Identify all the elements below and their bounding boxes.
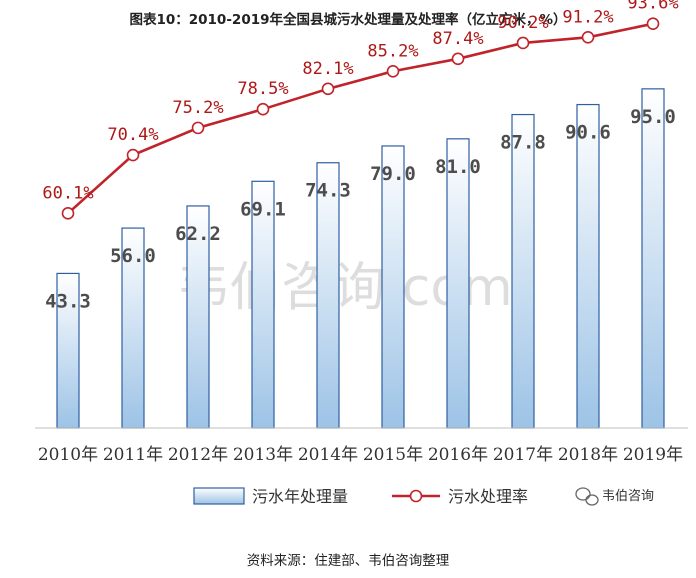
wechat-icon xyxy=(575,487,599,506)
rate-point xyxy=(61,207,75,220)
x-tick-label: 2010年 xyxy=(38,445,98,465)
x-axis-ticks: 2010年 2011年 2012年 2013年 2014年 2015年 2016年 2017年… xyxy=(38,445,683,465)
bar-value-label: 90.6 xyxy=(565,122,611,144)
rate-value-label: 78.5% xyxy=(237,79,288,99)
brand-logo: 韦伯咨询 xyxy=(575,487,654,506)
bar-2019年 xyxy=(641,88,665,429)
bar-series xyxy=(56,88,665,429)
rate-value-label: 91.2% xyxy=(562,7,613,27)
x-tick-label: 2017年 xyxy=(493,445,553,465)
bar-value-label: 56.0 xyxy=(110,245,156,267)
x-tick-label: 2015年 xyxy=(363,445,423,465)
rate-line xyxy=(67,22,654,215)
rate-point xyxy=(386,64,400,78)
brand-name: 韦伯咨询 xyxy=(602,489,654,504)
bar-2018年 xyxy=(576,103,600,429)
rate-point xyxy=(451,52,465,66)
bar-value-label: 87.8 xyxy=(500,132,546,154)
x-tick-label: 2013年 xyxy=(233,445,293,465)
line-labels: 60.1% 70.4% 75.2% 78.5% 82.1% 85.2% 87.4% 90.2%… xyxy=(42,0,678,203)
bar-value-label: 43.3 xyxy=(45,290,91,312)
rate-point xyxy=(126,148,140,162)
rate-point xyxy=(191,121,205,135)
bar-value-label: 81.0 xyxy=(435,156,481,178)
rate-value-label: 90.2% xyxy=(497,13,548,33)
rate-point xyxy=(321,82,335,96)
source-note: 资料来源：住建部、韦伯咨询整理 xyxy=(246,553,450,569)
legend-line-label: 污水处理率 xyxy=(448,487,528,506)
legend: 污水年处理量 污水处理率 xyxy=(193,487,528,506)
rate-value-label: 85.2% xyxy=(367,41,418,61)
x-tick-label: 2016年 xyxy=(428,445,488,465)
bar-labels: 43.3 56.0 62.2 69.1 74.3 79.0 81.0 87.8 90.6 95.0 xyxy=(45,106,676,313)
bar-2016年 xyxy=(446,138,470,429)
rate-value-label: 87.4% xyxy=(432,29,483,49)
chart-title: 图表10：2010-2019年全国县城污水处理量及处理率（亿立方米，%） xyxy=(129,12,567,28)
x-tick-label: 2018年 xyxy=(558,445,618,465)
rate-point xyxy=(581,31,595,44)
x-tick-label: 2019年 xyxy=(623,445,683,465)
x-tick-label: 2014年 xyxy=(298,445,358,465)
bar-2017年 xyxy=(511,113,535,429)
legend-bar-swatch xyxy=(193,487,245,505)
rate-value-label: 60.1% xyxy=(42,183,93,203)
rate-value-label: 75.2% xyxy=(172,98,223,118)
rate-value-label: 93.6% xyxy=(627,0,678,14)
legend-line-marker xyxy=(409,489,423,503)
line-series xyxy=(61,17,660,220)
bar-2015年 xyxy=(381,145,405,429)
bar-2014年 xyxy=(316,162,340,429)
x-tick-label: 2012年 xyxy=(168,445,228,465)
legend-bar-label: 污水年处理量 xyxy=(252,487,348,506)
rate-point xyxy=(646,17,660,31)
rate-point xyxy=(516,36,530,50)
bar-value-label: 74.3 xyxy=(305,180,351,202)
bar-value-label: 79.0 xyxy=(370,163,416,185)
bar-value-label: 62.2 xyxy=(175,223,221,245)
bar-value-label: 69.1 xyxy=(240,198,286,220)
rate-value-label: 70.4% xyxy=(107,125,158,145)
rate-value-label: 82.1% xyxy=(302,59,353,79)
x-tick-label: 2011年 xyxy=(103,445,163,465)
bar-value-label: 95.0 xyxy=(630,106,676,128)
rate-point xyxy=(256,102,270,116)
